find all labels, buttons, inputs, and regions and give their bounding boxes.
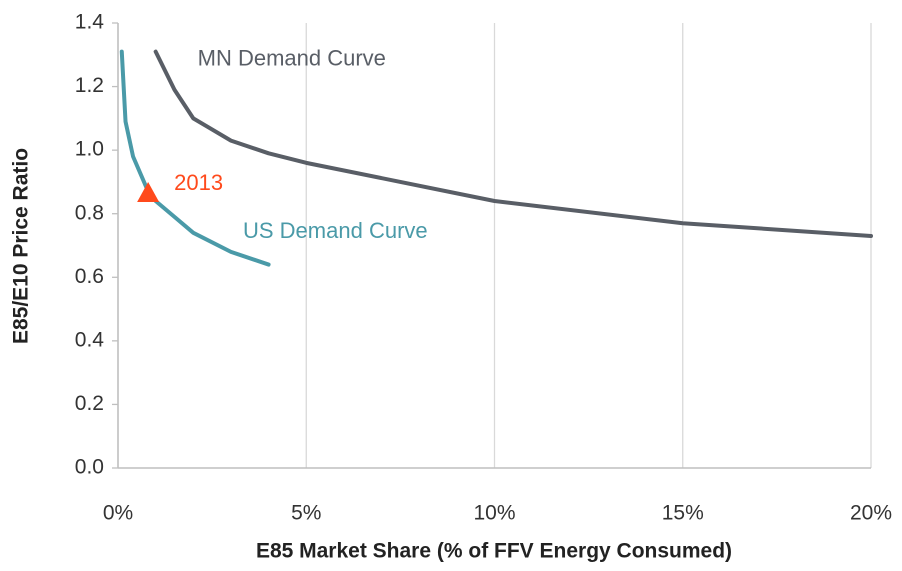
x-tick-label: 0% bbox=[103, 502, 133, 525]
x-tick-label: 15% bbox=[662, 502, 704, 525]
series-label: MN Demand Curve bbox=[198, 45, 386, 70]
y-tick-label: 1.2 bbox=[75, 74, 104, 97]
x-axis-title: E85 Market Share (% of FFV Energy Consum… bbox=[256, 540, 732, 563]
x-tick-label: 20% bbox=[850, 502, 892, 525]
y-tick-label: 0.0 bbox=[75, 456, 104, 479]
series-label: US Demand Curve bbox=[243, 218, 428, 243]
point-marker bbox=[137, 182, 160, 203]
y-tick-label: 0.2 bbox=[75, 392, 104, 415]
series-line bbox=[153, 49, 873, 238]
y-tick-label: 0.4 bbox=[75, 328, 105, 351]
y-tick-label: 1.4 bbox=[75, 11, 105, 34]
x-tick-label: 5% bbox=[291, 502, 321, 525]
point-label: 2013 bbox=[174, 170, 223, 195]
x-tick-label: 10% bbox=[473, 502, 515, 525]
y-tick-label: 1.0 bbox=[75, 138, 104, 161]
y-tick-label: 0.6 bbox=[75, 265, 104, 288]
y-axis-title: E85/E10 Price Ratio bbox=[10, 148, 33, 344]
y-tick-label: 0.8 bbox=[75, 201, 104, 224]
